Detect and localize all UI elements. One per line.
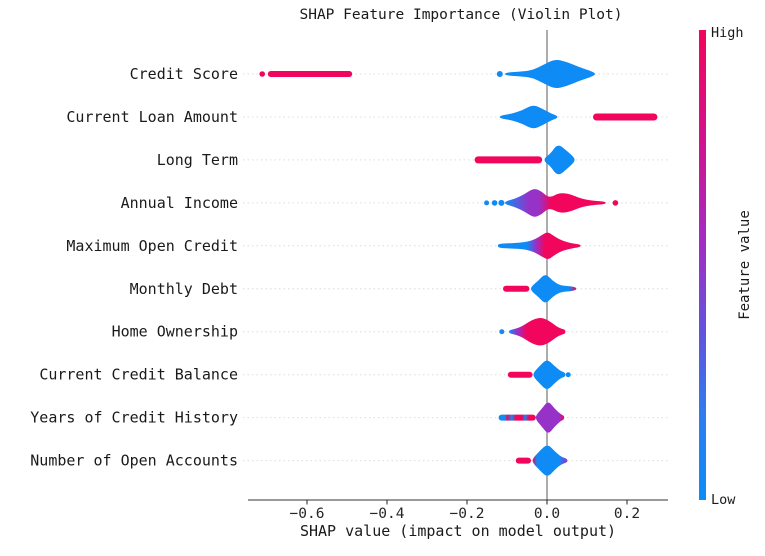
- violin-shape: [531, 275, 577, 303]
- violin-shape: [505, 189, 606, 217]
- feature-label: Current Loan Amount: [66, 108, 238, 126]
- violin-shape: [533, 360, 566, 389]
- x-axis-label: SHAP value (impact on model output): [300, 522, 616, 540]
- violin-shape: [505, 60, 595, 88]
- x-tick-label: 0.2: [614, 506, 640, 522]
- feature-label: Home Ownership: [112, 323, 238, 341]
- outlier-strip: [515, 457, 531, 464]
- outlier-dot: [491, 200, 498, 206]
- colorbar-title: Feature value: [737, 210, 753, 320]
- outlier-dot: [496, 71, 503, 77]
- colorbar-low-label: Low: [711, 492, 736, 508]
- outlier-dot: [499, 329, 505, 335]
- outlier-strip: [593, 113, 658, 121]
- x-tick-label: 0.0: [534, 506, 560, 522]
- feature-label: Maximum Open Credit: [66, 237, 238, 255]
- x-tick-label: −0.4: [370, 506, 405, 522]
- outlier-dot: [484, 200, 490, 206]
- x-tick-label: −0.2: [450, 506, 485, 522]
- violin-shape: [544, 145, 575, 175]
- outlier-strip: [503, 285, 530, 292]
- x-tick-label: −0.6: [290, 506, 325, 522]
- violin-shape: [499, 105, 558, 129]
- outlier-strip: [474, 156, 543, 164]
- violin-shape: [532, 445, 568, 476]
- violin-shape: [497, 232, 581, 260]
- outlier-dot: [498, 199, 505, 206]
- colorbar: [699, 30, 706, 500]
- outlier-strip: [267, 71, 353, 77]
- outlier-strip: [507, 371, 533, 378]
- feature-label: Annual Income: [121, 194, 238, 212]
- feature-label: Long Term: [157, 151, 238, 169]
- feature-label: Current Credit Balance: [39, 366, 238, 384]
- feature-label: Monthly Debt: [130, 280, 238, 298]
- colorbar-high-label: High: [711, 25, 744, 41]
- outlier-dot: [612, 200, 619, 206]
- chart-title: SHAP Feature Importance (Violin Plot): [299, 7, 622, 23]
- feature-label: Credit Score: [130, 65, 238, 83]
- violin-shape: [535, 402, 565, 433]
- violin-shape: [509, 318, 566, 346]
- outlier-strip: [498, 414, 536, 421]
- outlier-dot: [259, 71, 266, 77]
- feature-label: Number of Open Accounts: [30, 452, 238, 470]
- feature-label: Years of Credit History: [30, 409, 238, 427]
- outlier-dot: [565, 372, 571, 378]
